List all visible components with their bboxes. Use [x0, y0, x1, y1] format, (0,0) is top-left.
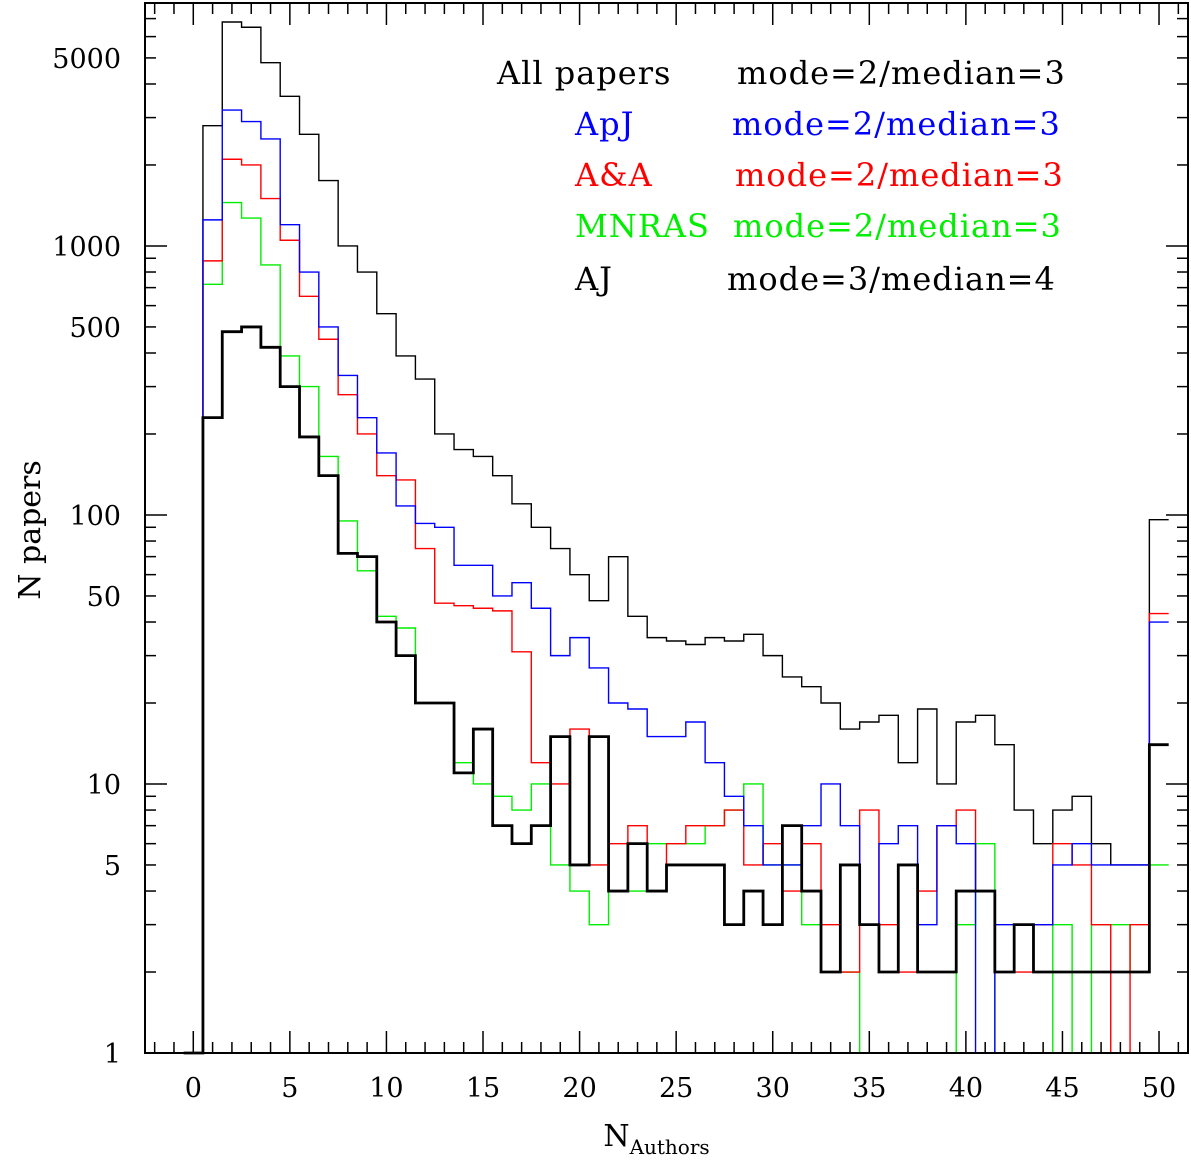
- x-tick-label: 35: [852, 1073, 886, 1104]
- legend-label-aj: AJ: [574, 260, 613, 298]
- x-tick-label: 45: [1045, 1073, 1079, 1104]
- legend-label-mnras: MNRAS: [575, 207, 710, 245]
- x-axis-title-subscript: Authors: [629, 1135, 710, 1159]
- y-tick-label: 1000: [52, 232, 121, 263]
- y-tick-label: 1: [104, 1039, 121, 1070]
- y-tick-label: 5: [104, 851, 121, 882]
- tick-layer: [145, 2, 1188, 1054]
- x-tick-label: 15: [466, 1073, 500, 1104]
- legend-label-a-a: A&A: [574, 156, 653, 194]
- y-tick-label: 10: [87, 770, 121, 801]
- x-tick-label: 50: [1142, 1073, 1176, 1104]
- x-tick-label: 40: [949, 1073, 983, 1104]
- legend: All papers mode=2/median=3 ApJ mode=2/media…: [496, 54, 1066, 298]
- series-layer: [183, 21, 1169, 1055]
- y-tick-label: 100: [69, 501, 121, 532]
- x-axis-title-main: N: [603, 1119, 629, 1154]
- y-axis-title: N papers: [13, 460, 48, 600]
- x-tick-label: 5: [281, 1073, 298, 1104]
- legend-stat-all-papers: mode=2/median=3: [737, 54, 1066, 92]
- series-line-all-papers: [183, 21, 1169, 1054]
- y-tick-label: 5000: [52, 44, 121, 75]
- series-line-aj: [183, 325, 1169, 1055]
- legend-label-apj: ApJ: [574, 105, 634, 143]
- x-tick-label: 10: [369, 1073, 403, 1104]
- legend-stat-a-a: mode=2/median=3: [735, 156, 1064, 194]
- y-tick-label: 50: [87, 582, 121, 613]
- legend-label-all-papers: All papers: [496, 54, 671, 92]
- x-tick-label: 0: [185, 1073, 202, 1104]
- x-tick-label: 30: [756, 1073, 790, 1104]
- x-tick-label: 20: [562, 1073, 596, 1104]
- y-tick-label: 500: [69, 313, 121, 344]
- legend-stat-aj: mode=3/median=4: [727, 260, 1056, 298]
- x-axis-title: NAuthors: [603, 1119, 709, 1159]
- x-tick-label: 25: [659, 1073, 693, 1104]
- legend-stat-apj: mode=2/median=3: [732, 105, 1061, 143]
- legend-stat-mnras: mode=2/median=3: [733, 207, 1062, 245]
- series-line-apj: [183, 109, 1169, 1054]
